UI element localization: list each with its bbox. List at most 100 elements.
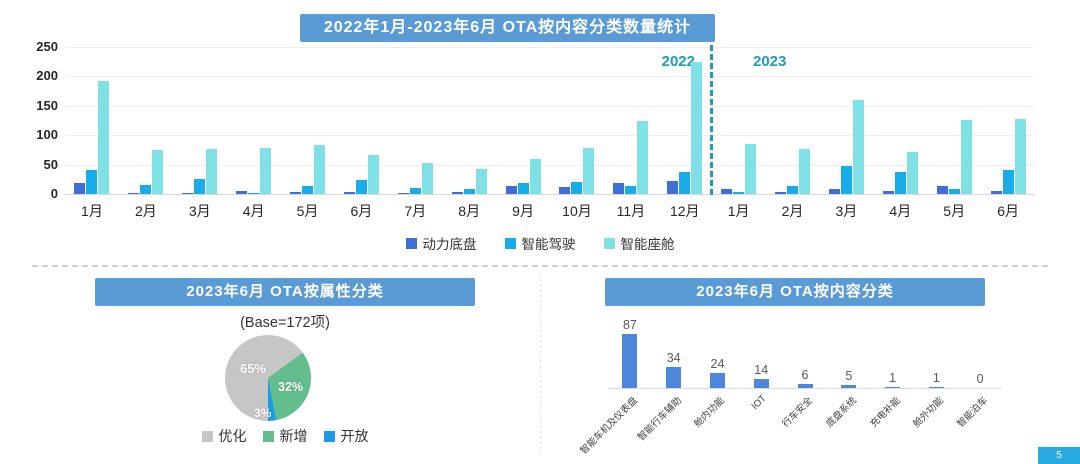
y-axis: 0 50 100 150 200 250	[16, 40, 58, 201]
pie-chart-subtitle: (Base=172项)	[240, 315, 330, 331]
bar-动力底盘	[882, 191, 894, 194]
bar-category-label: 智能车机及仪表盘	[578, 395, 640, 457]
x-tick-label: 10月	[562, 203, 592, 219]
x-tick-label: 9月	[512, 203, 534, 219]
bar-value-label: 0	[976, 372, 984, 386]
bar-动力底盘	[505, 186, 517, 194]
bar-智能驾驶	[840, 165, 852, 194]
bar-category-label: 智能行车辅助	[635, 395, 684, 444]
x-tick-label: 3月	[835, 203, 858, 219]
content-bar	[753, 379, 769, 388]
bar-value-label: 1	[932, 371, 940, 385]
bar-group	[119, 149, 173, 194]
bar-智能座舱	[637, 120, 649, 194]
bar-智能座舱	[691, 61, 703, 194]
gridline	[65, 164, 1035, 166]
year-divider-line	[710, 45, 713, 195]
bar-智能驾驶	[571, 182, 583, 194]
bar-智能座舱	[852, 99, 864, 194]
pie-chart-title: 2023年6月 OTA按属性分类	[95, 278, 475, 306]
bar-group	[496, 158, 550, 194]
bar-category-label: 底盘系统	[824, 395, 859, 430]
legend-item: 动力底盘	[405, 233, 477, 253]
bar-智能驾驶	[894, 171, 906, 194]
content-bar	[841, 384, 857, 388]
legend-swatch	[201, 430, 213, 442]
x-tick-label: 4月	[889, 203, 912, 219]
bar-智能座舱	[260, 148, 272, 194]
content-bar	[622, 334, 638, 388]
bar-value-label: 34	[666, 350, 681, 365]
content-bar-column: 34 智能行车辅助	[635, 314, 696, 443]
bar-智能座舱	[745, 144, 757, 194]
y-tick-label: 250	[36, 39, 58, 54]
plot-area	[65, 47, 1035, 195]
legend-swatch	[323, 430, 335, 442]
bar-value-label: 24	[710, 357, 725, 372]
bar-智能驾驶	[409, 187, 421, 194]
bar-智能驾驶	[787, 185, 799, 194]
bar-group	[658, 61, 712, 194]
bar-动力底盘	[936, 185, 948, 194]
bar-智能驾驶	[302, 185, 313, 194]
bar-智能座舱	[906, 151, 918, 194]
bar-智能座舱	[529, 158, 541, 194]
bar-value-label: 14	[754, 363, 769, 378]
bar-智能驾驶	[463, 189, 475, 194]
content-bar	[709, 373, 725, 388]
year-label-2023: 2023	[753, 53, 787, 70]
bar-动力底盘	[559, 186, 571, 194]
x-tick-label: 1月	[81, 203, 103, 219]
pie-chart-legend: 优化 新增 开放	[95, 426, 475, 446]
x-tick-label: 12月	[669, 203, 700, 219]
legend-item: 智能座舱	[603, 233, 675, 253]
bar-group	[927, 119, 981, 194]
bar-动力底盘	[74, 183, 86, 194]
pie-percent-label: 3%	[254, 406, 272, 420]
bar-动力底盘	[182, 192, 194, 194]
bar-group	[227, 148, 281, 194]
legend-label: 开放	[340, 428, 369, 444]
gridline	[65, 47, 1035, 48]
legend-item: 优化	[201, 426, 247, 446]
bar-智能驾驶	[679, 171, 691, 194]
content-bar-column: 5 底盘系统	[824, 314, 871, 430]
legend-item: 新增	[262, 426, 308, 446]
gridline	[65, 105, 1035, 107]
content-bar-column: 6 行车安全	[780, 314, 827, 429]
bar-动力底盘	[128, 192, 140, 194]
bar-group	[766, 148, 820, 194]
y-tick-label: 150	[36, 97, 58, 113]
content-bar-column: 0 智能泊车	[955, 314, 1002, 430]
top-chart-title: 2022年1月-2023年6月 OTA按内容分类数量统计	[300, 14, 715, 42]
content-bar-chart-title: 2023年6月 OTA按内容分类	[605, 278, 985, 306]
y-tick-label: 50	[43, 156, 58, 172]
gridline	[65, 76, 1035, 78]
bar-动力底盘	[397, 192, 409, 194]
bar-group	[334, 154, 388, 194]
page-number-badge: 5	[1038, 447, 1080, 464]
bar-group	[712, 144, 766, 194]
bar-智能座舱	[421, 163, 433, 194]
x-tick-label: 1月	[727, 203, 750, 219]
content-bar	[885, 387, 901, 388]
legend-swatch	[603, 237, 615, 249]
bar-智能座舱	[367, 154, 379, 194]
bar-智能驾驶	[948, 188, 960, 194]
x-tick-label: 2月	[134, 203, 157, 219]
bar-value-label: 87	[622, 318, 637, 332]
bar-动力底盘	[613, 183, 625, 194]
legend-swatch	[405, 237, 417, 249]
year-label-2022: 2022	[661, 53, 695, 70]
bar-动力底盘	[721, 189, 733, 194]
legend-label: 动力底盘	[422, 237, 477, 252]
x-tick-label: 3月	[188, 203, 211, 219]
y-tick-label: 100	[36, 127, 58, 143]
bar-动力底盘	[667, 181, 679, 194]
x-tick-label: 5月	[296, 203, 319, 219]
bar-智能座舱	[206, 148, 218, 194]
x-tick-label: 7月	[404, 203, 427, 219]
content-bar	[928, 387, 944, 388]
x-tick-label: 6月	[350, 203, 373, 219]
bar-category-label: 智能泊车	[955, 395, 991, 430]
